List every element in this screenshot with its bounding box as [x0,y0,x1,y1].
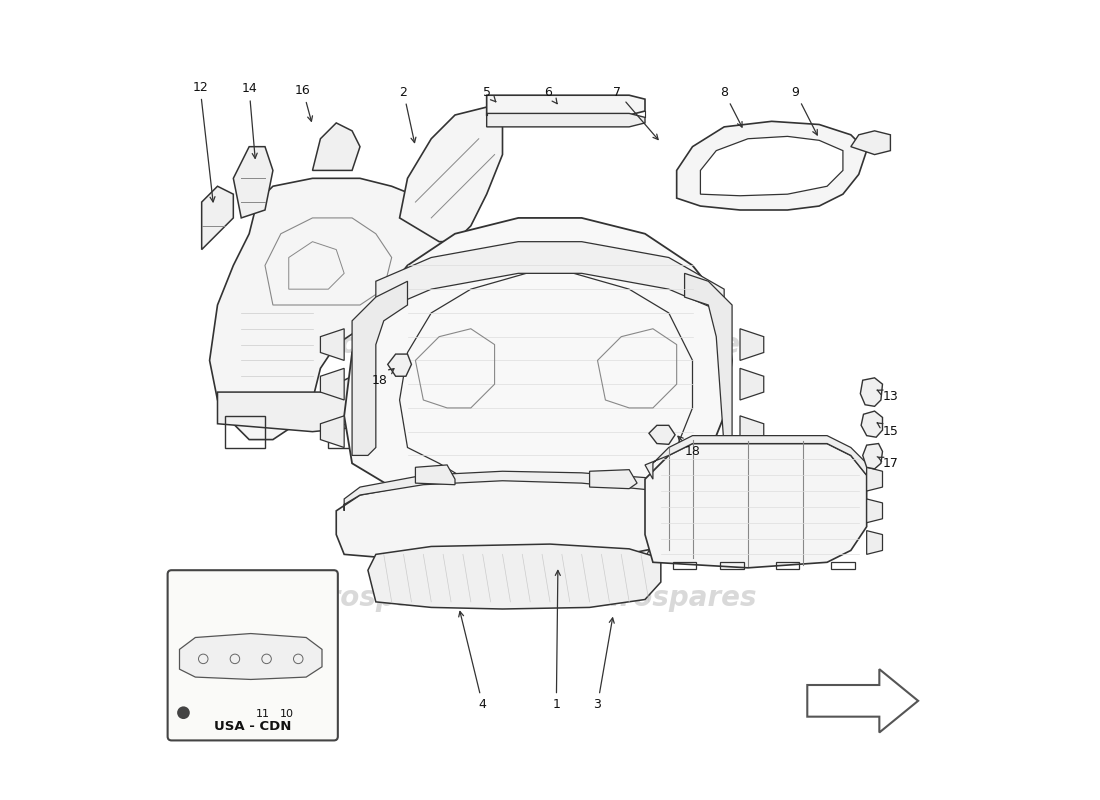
Text: 10: 10 [279,710,294,719]
Text: eurospares: eurospares [581,330,757,358]
Polygon shape [367,544,661,609]
Text: 18: 18 [678,436,701,458]
Polygon shape [867,467,882,491]
Polygon shape [320,368,344,400]
Polygon shape [684,274,733,455]
Polygon shape [862,443,882,469]
Polygon shape [867,530,882,554]
Polygon shape [344,218,733,518]
Text: 13: 13 [877,390,899,402]
Polygon shape [590,470,637,489]
Polygon shape [387,354,411,376]
Text: 11: 11 [255,710,270,719]
Polygon shape [210,178,471,439]
Polygon shape [676,122,867,210]
Polygon shape [416,465,455,485]
Text: 17: 17 [877,457,899,470]
Polygon shape [486,114,645,127]
Text: 9: 9 [792,86,817,135]
Text: eurospares: eurospares [288,584,463,612]
Polygon shape [807,669,918,733]
Text: 4: 4 [459,611,486,711]
FancyBboxPatch shape [167,570,338,741]
Polygon shape [861,411,882,438]
Circle shape [824,159,830,166]
Text: 5: 5 [483,86,496,102]
Polygon shape [740,329,763,361]
Polygon shape [337,479,676,560]
Polygon shape [352,282,407,455]
Circle shape [177,706,190,719]
Text: 16: 16 [295,84,312,122]
Text: 12: 12 [192,81,215,202]
Text: eurospares: eurospares [581,584,757,612]
Polygon shape [201,186,233,250]
Polygon shape [312,123,360,170]
Polygon shape [233,146,273,218]
Text: 1: 1 [552,570,560,711]
Text: 3: 3 [594,618,614,711]
Text: 18: 18 [372,369,394,386]
Text: 14: 14 [241,82,257,158]
Polygon shape [860,378,882,406]
Text: eurospares: eurospares [288,330,463,358]
Polygon shape [645,443,867,568]
Polygon shape [486,95,645,115]
Text: 7: 7 [614,86,658,139]
Text: 2: 2 [399,86,416,142]
Polygon shape [320,416,344,447]
Polygon shape [649,426,675,444]
Polygon shape [867,499,882,522]
Polygon shape [701,136,843,196]
Text: 15: 15 [877,422,899,438]
Polygon shape [740,368,763,400]
Polygon shape [218,329,447,432]
Text: 6: 6 [544,86,558,104]
Polygon shape [850,131,890,154]
Text: USA - CDN: USA - CDN [214,721,292,734]
Polygon shape [439,518,653,566]
Polygon shape [344,471,676,511]
Polygon shape [399,107,503,242]
Polygon shape [740,416,763,447]
Polygon shape [320,329,344,361]
Polygon shape [179,634,322,679]
Text: 8: 8 [720,86,742,127]
Polygon shape [645,436,867,479]
Polygon shape [376,242,724,313]
